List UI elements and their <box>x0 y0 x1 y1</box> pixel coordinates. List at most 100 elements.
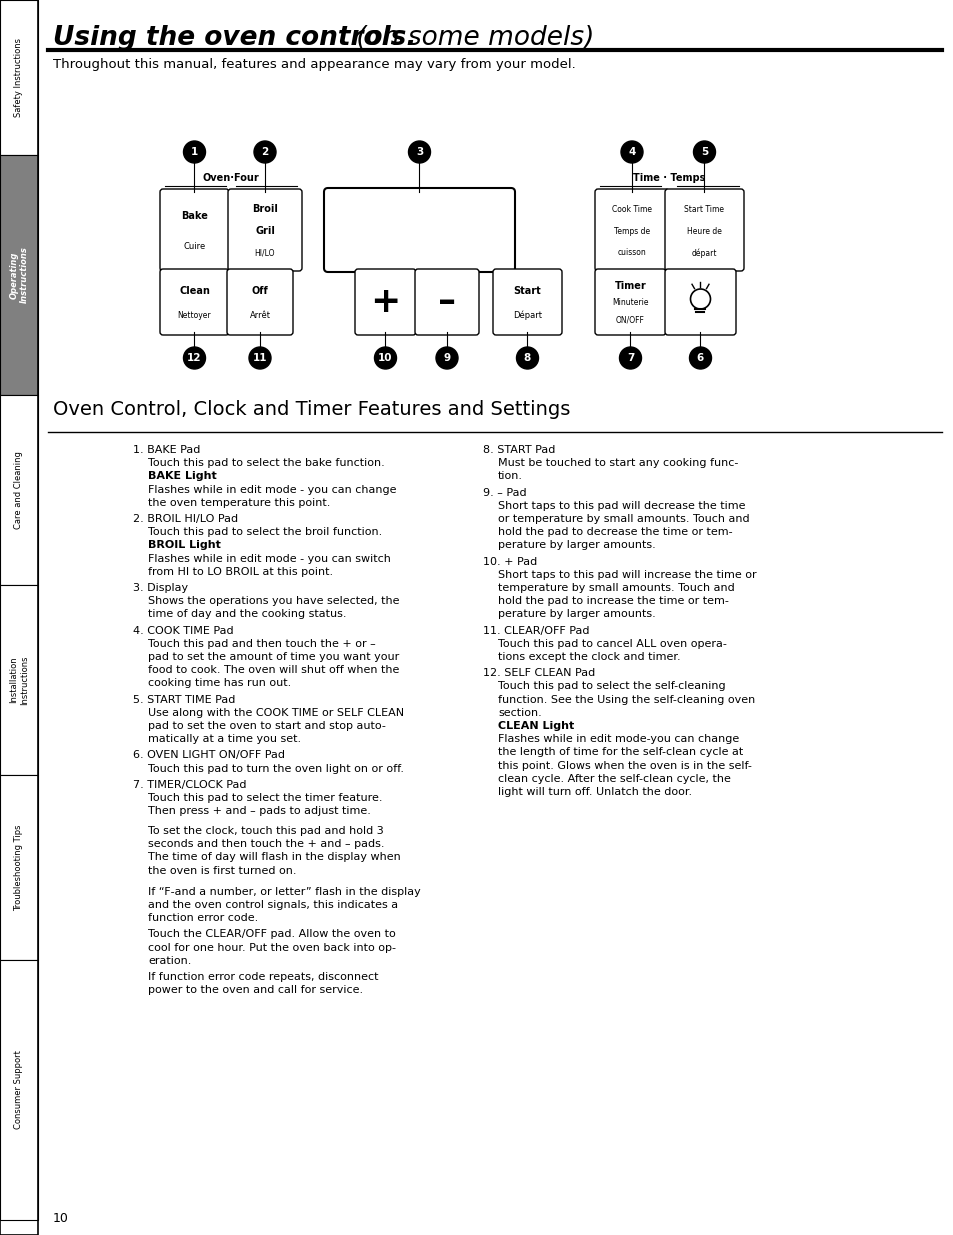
Text: CLEAN Light: CLEAN Light <box>497 721 574 731</box>
Text: Flashes while in edit mode-you can change: Flashes while in edit mode-you can chang… <box>497 734 739 745</box>
Circle shape <box>689 347 711 369</box>
Text: Touch this pad to select the broil function.: Touch this pad to select the broil funct… <box>148 527 382 537</box>
FancyBboxPatch shape <box>595 189 668 270</box>
Circle shape <box>618 347 640 369</box>
FancyBboxPatch shape <box>228 189 302 270</box>
Text: the oven is first turned on.: the oven is first turned on. <box>148 866 296 876</box>
Text: 10: 10 <box>377 353 393 363</box>
Text: Care and Cleaning: Care and Cleaning <box>14 451 24 529</box>
Text: Départ: Départ <box>513 310 541 320</box>
FancyBboxPatch shape <box>227 269 293 335</box>
Text: 11. CLEAR/OFF Pad: 11. CLEAR/OFF Pad <box>482 626 589 636</box>
Text: 2. BROIL HI/LO Pad: 2. BROIL HI/LO Pad <box>132 514 238 524</box>
Text: 8. START Pad: 8. START Pad <box>482 445 555 454</box>
Text: 8: 8 <box>523 353 531 363</box>
Text: function. See the Using the self-cleaning oven: function. See the Using the self-cleanin… <box>497 694 755 705</box>
Circle shape <box>436 347 457 369</box>
Text: perature by larger amounts.: perature by larger amounts. <box>497 541 655 551</box>
Text: Arrêt: Arrêt <box>250 311 271 320</box>
Bar <box>0 156 38 395</box>
Text: Short taps to this pad will decrease the time: Short taps to this pad will decrease the… <box>497 501 744 511</box>
Text: 4. COOK TIME Pad: 4. COOK TIME Pad <box>132 626 233 636</box>
Text: Flashes while in edit mode - you can change: Flashes while in edit mode - you can cha… <box>148 484 396 494</box>
Text: 6: 6 <box>696 353 703 363</box>
Text: 10: 10 <box>53 1212 69 1225</box>
Text: 1. BAKE Pad: 1. BAKE Pad <box>132 445 200 454</box>
Text: Throughout this manual, features and appearance may vary from your model.: Throughout this manual, features and app… <box>53 58 576 70</box>
Text: ON/OFF: ON/OFF <box>616 315 644 325</box>
Text: Troubleshooting Tips: Troubleshooting Tips <box>14 824 24 910</box>
Text: Minuterie: Minuterie <box>612 299 648 308</box>
Text: temperature by small amounts. Touch and: temperature by small amounts. Touch and <box>497 583 734 593</box>
Text: Use along with the COOK TIME or SELF CLEAN: Use along with the COOK TIME or SELF CLE… <box>148 708 404 718</box>
Text: Touch this pad to select the self-cleaning: Touch this pad to select the self-cleani… <box>497 682 725 692</box>
Text: 5. START TIME Pad: 5. START TIME Pad <box>132 694 235 705</box>
Text: Short taps to this pad will increase the time or: Short taps to this pad will increase the… <box>497 569 756 579</box>
Text: this point. Glows when the oven is in the self-: this point. Glows when the oven is in th… <box>497 761 751 771</box>
Text: Bake: Bake <box>181 211 208 221</box>
Text: seconds and then touch the + and – pads.: seconds and then touch the + and – pads. <box>148 840 384 850</box>
Text: function error code.: function error code. <box>148 913 258 924</box>
Text: 11: 11 <box>253 353 267 363</box>
FancyBboxPatch shape <box>160 269 229 335</box>
Text: 3: 3 <box>416 147 423 157</box>
FancyBboxPatch shape <box>664 189 743 270</box>
Circle shape <box>183 347 205 369</box>
Circle shape <box>253 141 275 163</box>
Circle shape <box>693 141 715 163</box>
Text: 10. + Pad: 10. + Pad <box>482 557 537 567</box>
Text: Start: Start <box>513 287 540 296</box>
Text: Broil: Broil <box>252 204 277 215</box>
Bar <box>0 0 38 156</box>
Text: +: + <box>370 285 400 319</box>
Text: 5: 5 <box>700 147 707 157</box>
Bar <box>0 960 38 1220</box>
Circle shape <box>375 347 396 369</box>
Text: Cook Time: Cook Time <box>612 205 651 214</box>
Text: perature by larger amounts.: perature by larger amounts. <box>497 609 655 620</box>
Text: Nettoyer: Nettoyer <box>177 311 212 320</box>
Text: BAKE Light: BAKE Light <box>148 472 216 482</box>
Text: cooking time has run out.: cooking time has run out. <box>148 678 291 688</box>
Text: hold the pad to increase the time or tem-: hold the pad to increase the time or tem… <box>497 597 728 606</box>
FancyBboxPatch shape <box>595 269 665 335</box>
Text: Clean: Clean <box>179 287 210 296</box>
Text: Heure de: Heure de <box>686 226 721 236</box>
Text: Start Time: Start Time <box>684 205 723 214</box>
Text: tions except the clock and timer.: tions except the clock and timer. <box>497 652 679 662</box>
Bar <box>0 585 38 776</box>
FancyBboxPatch shape <box>415 269 478 335</box>
Text: Touch this pad to cancel ALL oven opera-: Touch this pad to cancel ALL oven opera- <box>497 638 726 648</box>
Text: 3. Display: 3. Display <box>132 583 188 593</box>
Text: Must be touched to start any cooking func-: Must be touched to start any cooking fun… <box>497 458 738 468</box>
Text: tion.: tion. <box>497 472 522 482</box>
Text: Using the oven controls.: Using the oven controls. <box>53 25 416 51</box>
Text: cool for one hour. Put the oven back into op-: cool for one hour. Put the oven back int… <box>148 942 395 952</box>
Text: 7: 7 <box>626 353 634 363</box>
Bar <box>0 776 38 960</box>
Text: (on some models): (on some models) <box>348 25 594 51</box>
Text: 12: 12 <box>187 353 201 363</box>
Text: pad to set the oven to start and stop auto-: pad to set the oven to start and stop au… <box>148 721 385 731</box>
Text: Consumer Support: Consumer Support <box>14 1051 24 1130</box>
Text: Temps de: Temps de <box>614 226 649 236</box>
Text: Oven·Four: Oven·Four <box>202 173 259 183</box>
Text: clean cycle. After the self-clean cycle, the: clean cycle. After the self-clean cycle,… <box>497 774 730 784</box>
Bar <box>0 395 38 585</box>
Text: 4: 4 <box>628 147 635 157</box>
Circle shape <box>620 141 642 163</box>
Text: 12. SELF CLEAN Pad: 12. SELF CLEAN Pad <box>482 668 595 678</box>
Text: Touch this pad to turn the oven light on or off.: Touch this pad to turn the oven light on… <box>148 763 403 773</box>
Text: Touch this pad to select the bake function.: Touch this pad to select the bake functi… <box>148 458 384 468</box>
Text: time of day and the cooking status.: time of day and the cooking status. <box>148 609 346 620</box>
Circle shape <box>408 141 430 163</box>
Text: Off: Off <box>252 287 268 296</box>
Text: Operating
Instructions: Operating Instructions <box>10 247 29 304</box>
Text: départ: départ <box>691 248 717 258</box>
Text: Time · Temps: Time · Temps <box>633 173 705 183</box>
FancyBboxPatch shape <box>324 188 515 272</box>
Text: Then press + and – pads to adjust time.: Then press + and – pads to adjust time. <box>148 806 371 816</box>
Text: the length of time for the self-clean cycle at: the length of time for the self-clean cy… <box>497 747 742 757</box>
Text: 6. OVEN LIGHT ON/OFF Pad: 6. OVEN LIGHT ON/OFF Pad <box>132 751 285 761</box>
Text: Installation
Instructions: Installation Instructions <box>10 656 29 705</box>
